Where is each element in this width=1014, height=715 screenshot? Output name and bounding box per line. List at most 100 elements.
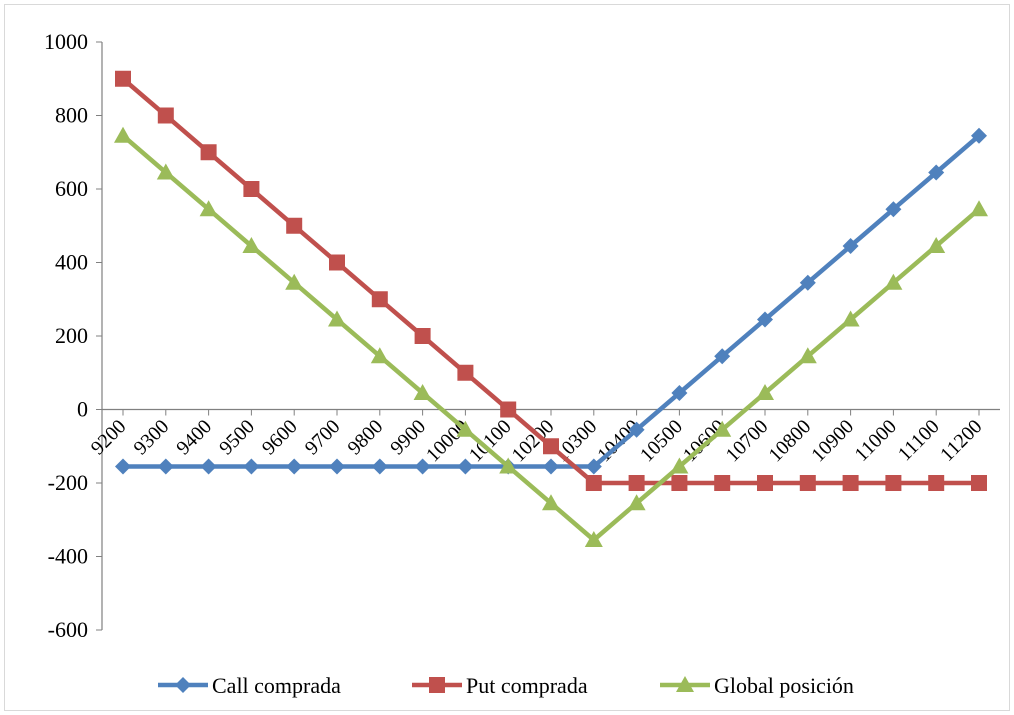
x-tick-label: 9400 (172, 415, 216, 459)
data-point (841, 310, 860, 327)
data-point (371, 458, 388, 475)
data-point (413, 383, 432, 400)
data-point (157, 458, 174, 475)
data-point (200, 144, 217, 161)
x-tick-label: 9300 (129, 415, 173, 459)
data-point (671, 475, 688, 491)
data-point (970, 200, 988, 217)
data-point (628, 475, 645, 491)
legend-swatch-marker (429, 677, 445, 693)
x-tick-label: 10900 (807, 415, 858, 466)
data-point (971, 475, 987, 491)
y-tick-label: -400 (48, 544, 88, 569)
y-tick-label: 200 (55, 323, 88, 348)
data-point (200, 458, 217, 475)
data-point (585, 458, 602, 475)
y-tick-label: -200 (48, 470, 88, 495)
data-point (713, 420, 732, 437)
legend-swatch-marker (175, 677, 191, 693)
data-point (670, 457, 689, 474)
series-2 (115, 70, 987, 491)
x-tick-label: 9500 (215, 415, 259, 459)
data-point (114, 126, 132, 143)
data-point (115, 458, 131, 475)
x-tick-label: 11200 (936, 415, 986, 465)
x-tick-label: 9700 (301, 415, 345, 459)
data-point (885, 201, 902, 218)
data-point (499, 457, 518, 474)
y-tick-label: 0 (77, 397, 88, 422)
data-point (627, 494, 646, 511)
data-point (371, 291, 388, 308)
chart-axes (101, 42, 1000, 630)
x-tick-label: 9800 (343, 415, 387, 459)
data-point (414, 328, 431, 344)
legend-swatch-marker (676, 676, 694, 692)
data-point (115, 70, 131, 87)
y-axis-ticks: -600 -400 -200 0 200 400 600 800 1000 (44, 29, 102, 642)
data-point (242, 236, 261, 253)
data-point (628, 421, 645, 438)
legend-item: Call comprada (158, 673, 341, 698)
legend-item: Global posición (660, 673, 854, 698)
data-point (714, 475, 731, 491)
data-point (414, 458, 431, 475)
data-point (543, 438, 559, 455)
y-tick-label: 800 (55, 103, 88, 128)
data-point (500, 401, 517, 418)
data-point (714, 348, 731, 365)
data-point (456, 420, 475, 437)
data-point (757, 475, 773, 491)
data-point (543, 458, 559, 475)
data-point (927, 236, 946, 253)
data-point (286, 217, 303, 234)
legend-item: Put comprada (412, 673, 588, 698)
x-tick-label: 11100 (894, 415, 944, 465)
data-point (542, 494, 560, 511)
x-tick-label: 11000 (851, 415, 901, 465)
series-line (121, 77, 979, 486)
data-point (328, 310, 346, 327)
data-point (243, 458, 260, 475)
data-point (756, 383, 774, 400)
data-point (884, 273, 903, 290)
series-1 (115, 127, 987, 475)
data-point (329, 254, 345, 271)
series-3 (114, 126, 988, 547)
data-point (286, 458, 303, 475)
data-point (156, 163, 175, 180)
data-point (842, 475, 859, 491)
data-point (798, 347, 817, 364)
data-point (157, 107, 174, 124)
y-tick-label: 1000 (44, 29, 88, 54)
data-point (799, 274, 816, 291)
data-point (928, 475, 945, 491)
data-point (243, 181, 260, 197)
data-point (199, 200, 218, 217)
y-tick-label: 600 (55, 176, 88, 201)
data-point (885, 475, 902, 491)
data-point (285, 273, 304, 290)
legend-label: Global posición (714, 673, 854, 698)
legend: Call comprada Put comprada Global posición (158, 673, 854, 698)
legend-label: Call comprada (212, 673, 341, 698)
data-point (457, 364, 474, 381)
data-point (329, 458, 345, 475)
y-tick-label: -600 (48, 617, 88, 642)
y-tick-label: 400 (55, 250, 88, 275)
data-point (370, 347, 389, 364)
data-point (971, 127, 987, 144)
series-lines (114, 70, 988, 547)
data-point (584, 530, 603, 547)
legend-label: Put comprada (466, 673, 588, 698)
data-point (842, 237, 859, 254)
data-point (928, 164, 945, 181)
x-tick-label: 10800 (764, 415, 815, 466)
x-tick-label: 9200 (87, 415, 131, 459)
data-point (585, 475, 602, 491)
data-point (457, 458, 474, 475)
x-axis-ticks: 9200930094009500960097009800990010000101… (87, 409, 987, 466)
data-point (757, 311, 773, 328)
data-point (671, 384, 688, 401)
